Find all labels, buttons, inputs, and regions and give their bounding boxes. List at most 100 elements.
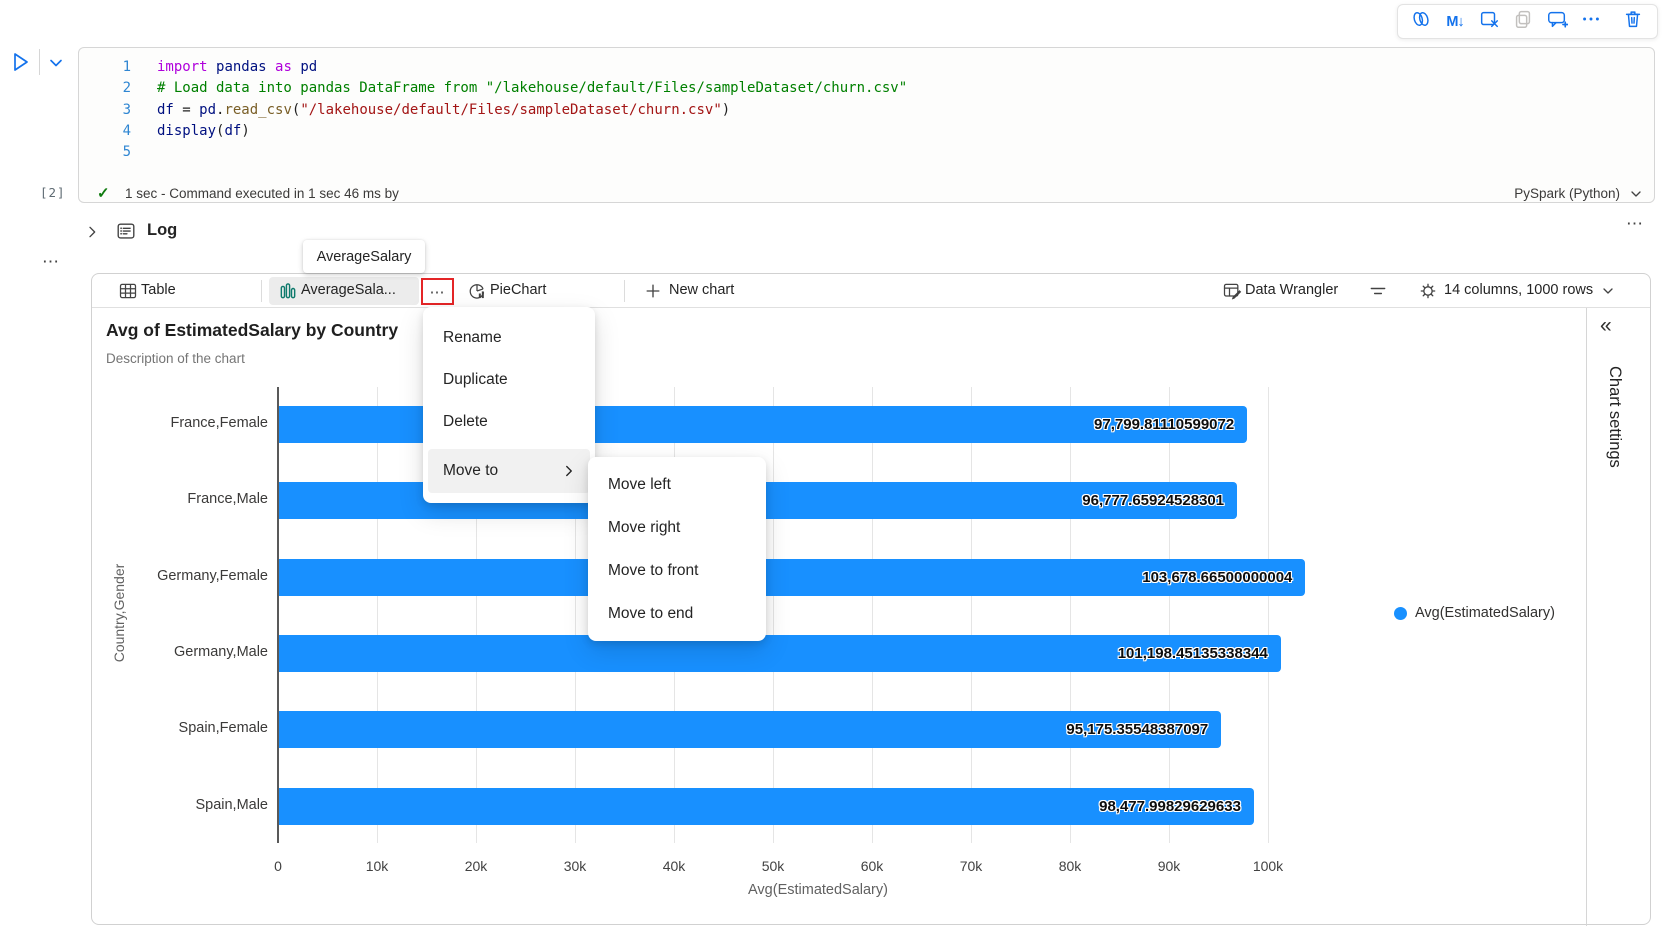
data-wrangler-icon: [1222, 281, 1242, 301]
tab-divider: [624, 280, 625, 302]
markdown-icon: M↓: [1446, 13, 1464, 30]
submenu-chevron-right-icon: [560, 462, 578, 480]
bar-chart-plot: Avg(EstimatedSalary) Country,Gender Avg(…: [92, 274, 1586, 926]
y-axis-title: Country,Gender: [111, 563, 127, 663]
code-editor[interactable]: 1 import pandas as pd 2 # Load data into pa…: [79, 59, 1654, 165]
new-chart-button[interactable]: New chart: [669, 282, 735, 298]
dims-chevron-down-icon[interactable]: [1600, 283, 1620, 303]
output-card: Table AverageSala... ⋯ Pi: [91, 273, 1651, 926]
gear-icon[interactable]: [1418, 281, 1438, 301]
x-tick-label: 100k: [1252, 858, 1284, 874]
run-options-chevron-icon[interactable]: [46, 53, 66, 73]
copy-icon: [1512, 8, 1534, 35]
tab-table[interactable]: Table: [141, 282, 176, 298]
category-label: France,Female: [170, 415, 268, 431]
columns-rows-label[interactable]: 14 columns, 1000 rows: [1444, 282, 1594, 298]
line-number: 4: [122, 122, 131, 139]
chart-tab-more-button[interactable]: ⋯: [421, 278, 454, 305]
category-label: Spain,Male: [195, 796, 268, 813]
filter-icon[interactable]: [1368, 281, 1388, 301]
success-check-icon: ✓: [97, 185, 110, 202]
x-tick-label: 60k: [860, 858, 884, 874]
clear-cell-icon: [1478, 8, 1500, 35]
x-tick-label: 70k: [959, 858, 983, 874]
bar-chart-icon: [278, 281, 298, 301]
x-tick-label: 40k: [662, 858, 686, 874]
gridline: [773, 387, 774, 843]
execution-count: [2]: [40, 185, 66, 200]
category-label: Spain,Female: [178, 720, 268, 737]
submenu-item-move-right[interactable]: Move right: [608, 519, 681, 536]
bar: [279, 634, 1281, 672]
code-text: [131, 144, 157, 165]
x-tick-label: 0: [274, 858, 282, 874]
kernel-label[interactable]: PySpark (Python): [1514, 186, 1620, 201]
code-line[interactable]: 2 # Load data into pandas DataFrame from …: [79, 80, 1654, 101]
add-comment-button[interactable]: [1542, 8, 1572, 35]
legend-dot-icon: [1394, 606, 1407, 620]
y-axis-line: [277, 387, 279, 843]
cell-toolbar: M↓: [1397, 4, 1658, 39]
gridline: [872, 387, 873, 843]
trash-icon: [1622, 8, 1644, 35]
log-label[interactable]: Log: [147, 221, 178, 239]
bar: [279, 787, 1254, 825]
tab-piechart[interactable]: PieChart: [490, 282, 547, 298]
gridline: [971, 387, 972, 843]
data-wrangler-button[interactable]: Data Wrangler: [1245, 282, 1339, 298]
clear-cell-output-button[interactable]: [1474, 8, 1504, 35]
code-text: df = pd.read_csv("/lakehouse/default/Fil…: [157, 101, 731, 118]
code-line[interactable]: 5: [79, 144, 1654, 165]
run-cell-button[interactable]: [8, 50, 32, 74]
line-number: 2: [122, 80, 131, 97]
gridline: [377, 387, 378, 843]
plus-icon: [643, 281, 663, 301]
execution-status-text: 1 sec - Command executed in 1 sec 46 ms …: [125, 186, 399, 201]
copy-cell-button[interactable]: [1508, 8, 1538, 35]
chart-settings-title[interactable]: Chart settings: [1606, 366, 1624, 468]
bar-value-label: 97,799.81110599072: [1094, 416, 1235, 433]
x-tick-label: 80k: [1058, 858, 1082, 874]
menu-item-duplicate[interactable]: Duplicate: [443, 371, 508, 388]
tab-averagesalary-label[interactable]: AverageSala...: [301, 282, 396, 298]
more-icon: [1580, 8, 1602, 35]
expand-panel-icon[interactable]: «: [1600, 314, 1612, 337]
log-more-options[interactable]: ⋯: [1626, 214, 1644, 233]
bar-value-label: 103,678.66500000004: [1142, 568, 1293, 586]
legend-item[interactable]: Avg(EstimatedSalary): [1394, 605, 1555, 621]
chart-tab-context-menu: Rename Duplicate Delete Move to: [423, 307, 595, 503]
more-options-button[interactable]: [1576, 8, 1606, 35]
copilot-icon: [1410, 8, 1432, 35]
menu-item-move-to[interactable]: Move to: [428, 449, 590, 493]
category-label: France,Male: [187, 491, 268, 508]
gridline: [575, 387, 576, 843]
log-expand-chevron-icon[interactable]: [84, 224, 100, 240]
submenu-item-move-to-front[interactable]: Move to front: [608, 562, 699, 579]
markdown-cell-button[interactable]: M↓: [1440, 8, 1470, 35]
chart-subtitle: Description of the chart: [106, 351, 245, 366]
code-text: display(df): [157, 122, 250, 139]
x-tick-label: 90k: [1157, 858, 1181, 874]
cell-status-row: ✓ 1 sec - Command executed in 1 sec 46 m…: [79, 184, 1654, 204]
menu-item-rename[interactable]: Rename: [443, 329, 502, 346]
gridline: [476, 387, 477, 843]
submenu-item-move-left[interactable]: Move left: [608, 476, 671, 493]
code-text: import pandas as pd: [157, 59, 318, 75]
move-to-submenu: Move left Move right Move to front Move to …: [588, 457, 766, 641]
cell-more-options[interactable]: ⋯: [42, 252, 60, 271]
delete-cell-button[interactable]: [1618, 8, 1648, 35]
bar: [279, 558, 1306, 596]
bar-value-label: 101,198.45135338344: [1117, 644, 1268, 662]
chart-title: Avg of EstimatedSalary by Country: [106, 320, 399, 340]
gridline: [1268, 387, 1269, 843]
kernel-chevron-icon[interactable]: [1628, 186, 1644, 202]
code-line[interactable]: 3 df = pd.read_csv("/lakehouse/default/Fi…: [79, 102, 1654, 123]
code-line[interactable]: 1 import pandas as pd: [79, 59, 1654, 80]
copilot-button[interactable]: [1406, 8, 1436, 35]
x-tick-label: 10k: [365, 858, 389, 874]
code-line[interactable]: 4 display(df): [79, 123, 1654, 144]
table-icon: [118, 281, 138, 301]
code-cell[interactable]: 1 import pandas as pd 2 # Load data into pa…: [78, 47, 1655, 203]
submenu-item-move-to-end[interactable]: Move to end: [608, 605, 694, 622]
menu-item-delete[interactable]: Delete: [443, 413, 488, 430]
